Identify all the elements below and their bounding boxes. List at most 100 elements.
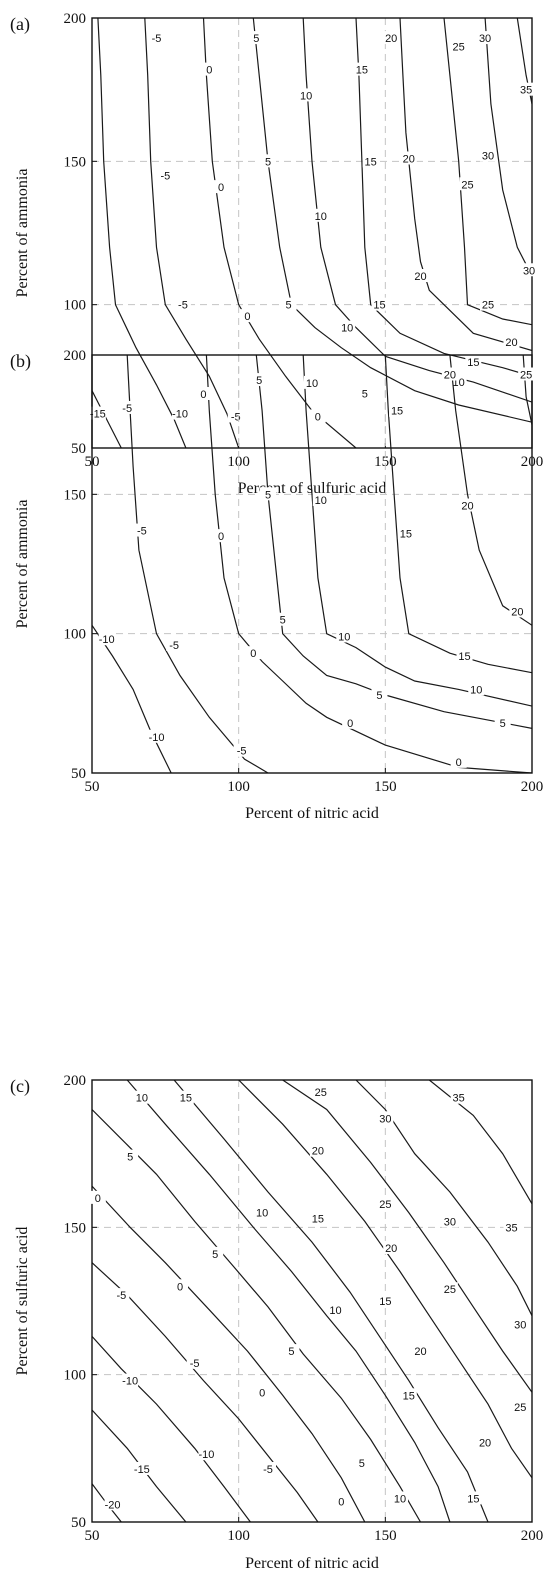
contour-label-bg	[89, 406, 106, 420]
contour-label: 10	[306, 378, 318, 390]
contour-label-bg	[248, 31, 265, 45]
contour-label: 30	[479, 33, 491, 45]
contour-line-0	[202, 18, 357, 448]
contour-label: -10	[122, 1376, 138, 1388]
contour-label-bg	[251, 373, 268, 387]
contour-lines	[92, 1080, 532, 1522]
contour-line--5	[144, 18, 240, 448]
contour-label-bg	[377, 1196, 394, 1210]
contour-label: -5	[178, 300, 188, 312]
contour-label: 20	[511, 606, 523, 618]
contour-line-25	[443, 18, 532, 326]
contour-label: 10	[329, 1305, 341, 1317]
contour-label-bg	[174, 297, 191, 311]
contour-label-bg	[371, 297, 388, 311]
contour-line--5	[92, 1262, 319, 1522]
contour-label: 0	[259, 1387, 265, 1399]
contour-label: 15	[379, 1296, 391, 1308]
contour-label: 5	[376, 690, 382, 702]
contour-label-bg	[518, 82, 535, 96]
contour-label-bg	[509, 604, 526, 618]
contour-label-bg	[260, 487, 276, 501]
contour-label-bg	[280, 297, 297, 311]
contour-label-bg	[441, 367, 458, 381]
contour-label-bg	[148, 729, 165, 743]
contour-label: -20	[105, 1499, 121, 1511]
contour-label-bg	[119, 400, 136, 414]
contour-label-bg	[157, 168, 174, 182]
contour-line-30	[355, 1080, 532, 1316]
contour-line--10	[92, 624, 172, 773]
contour-line-5	[255, 355, 532, 729]
contour-line-20	[449, 355, 532, 626]
contour-label: -5	[169, 640, 179, 652]
contour-label-bg	[465, 1491, 482, 1505]
contour-label: -5	[122, 403, 132, 415]
contour-label-bg	[186, 1355, 203, 1369]
contour-label-bg	[512, 1400, 529, 1414]
y-tick-label: 150	[64, 154, 87, 170]
contour-label: 30	[514, 1320, 526, 1332]
contour-label: 15	[391, 406, 403, 418]
contour-label-bg	[371, 687, 388, 701]
contour-label: 0	[218, 182, 224, 194]
contour-label-bg	[133, 1090, 150, 1104]
contour-label: 15	[467, 357, 479, 369]
contour-label-bg	[312, 1084, 329, 1098]
contour-label: -10	[99, 634, 115, 646]
panel-label: (c)	[10, 1076, 30, 1097]
contour-label: 0	[218, 531, 224, 543]
contour-label-bg	[336, 629, 353, 643]
contour-label-bg	[397, 526, 414, 540]
contour-label-bg	[172, 1279, 188, 1293]
contour-label-bg	[309, 409, 326, 423]
x-tick-label: 200	[521, 779, 544, 795]
contour-label: 20	[385, 33, 397, 45]
contour-label: 10	[394, 1493, 406, 1505]
contour-label: -5	[237, 746, 247, 758]
contour-label-bg	[201, 62, 218, 76]
contour-label-bg	[195, 387, 212, 401]
y-tick-label: 50	[71, 441, 86, 457]
contour-label: -5	[263, 1464, 273, 1476]
y-tick-label: 100	[64, 627, 87, 643]
x-tick-label: 100	[227, 1528, 250, 1544]
contour-label-bg	[213, 180, 230, 194]
contour-line--15	[92, 390, 122, 448]
contour-label-bg	[477, 31, 494, 45]
contour-label: -5	[190, 1358, 200, 1370]
contour-label: 35	[520, 85, 532, 97]
contour-label: 0	[206, 65, 212, 77]
contour-label-bg	[450, 754, 467, 768]
x-tick-label: 100	[227, 779, 250, 795]
contour-label: 15	[312, 1213, 324, 1225]
y-tick-label: 50	[71, 766, 86, 782]
plot-frame	[91, 17, 533, 449]
contour-label: 10	[315, 211, 327, 223]
contour-label: 0	[347, 718, 353, 730]
contour-line-5	[252, 18, 532, 423]
contour-label-bg	[245, 646, 262, 660]
contour-label: 20	[312, 1146, 324, 1158]
contour-label-bg	[521, 263, 538, 277]
contour-label-bg	[468, 682, 485, 696]
contour-label: 15	[403, 1390, 415, 1402]
y-tick-label: 100	[64, 1368, 87, 1384]
contour-label: 10	[136, 1093, 148, 1105]
contour-label-bg	[207, 1246, 224, 1260]
y-tick-label: 200	[64, 1073, 87, 1089]
contour-label-bg	[383, 1240, 400, 1254]
contour-label-bg	[339, 320, 356, 334]
contour-label-bg	[327, 1302, 344, 1316]
contour-label-bg	[400, 151, 417, 165]
contour-label-bg	[377, 1111, 394, 1125]
contour-line-20	[399, 18, 532, 352]
contour-line--10	[97, 18, 187, 448]
contour-label: 0	[200, 389, 206, 401]
contour-label: 5	[500, 718, 506, 730]
contour-line-25	[522, 355, 532, 425]
contour-line-10	[302, 355, 532, 707]
contour-line-15	[355, 18, 532, 377]
contour-line-35	[428, 1080, 532, 1205]
y-tick-label: 50	[71, 1515, 86, 1531]
